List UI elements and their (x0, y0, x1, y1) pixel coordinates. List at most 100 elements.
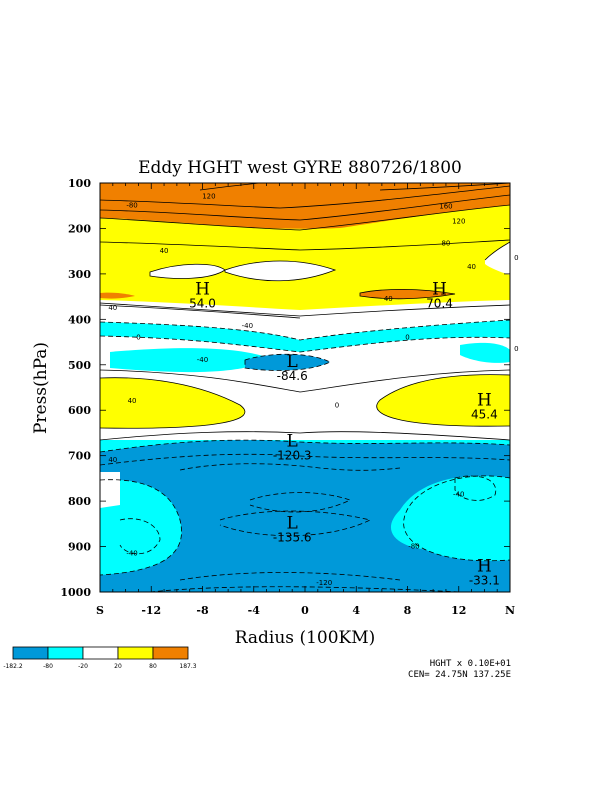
x-tick-labels: S -12 -8 -4 0 4 8 12 N (96, 604, 515, 617)
y-tick-label: 300 (68, 268, 91, 281)
extremum-symbol: H (477, 557, 492, 577)
colorbar: -182.2 -80 -20 20 80 187.3 (3, 646, 197, 670)
contour-line-negative (454, 475, 497, 501)
contour-line (224, 260, 337, 282)
contour-label: 40 (467, 263, 476, 271)
contour-line-negative (100, 335, 510, 353)
contour-label: -40 (453, 490, 464, 498)
colorbar-label: -182.2 (3, 663, 23, 670)
chart-title: Eddy HGHT west GYRE 880726/1800 (138, 158, 462, 178)
colorbar-label: 187.3 (179, 663, 196, 670)
contour-line (100, 239, 510, 251)
contour-line (100, 194, 510, 221)
colorbar-label: 80 (149, 663, 157, 670)
extremum-symbol: H (477, 391, 492, 411)
contour-band (360, 289, 455, 299)
extrema-markers: H54.0H70.4L-84.6H45.4L-120.3L-135.6H-33.… (189, 279, 500, 587)
contour-label: -40 (197, 356, 208, 364)
y-tick-label: 900 (68, 541, 91, 554)
contour-line (376, 374, 510, 427)
contour-band (100, 479, 182, 575)
contour-label: -80 (408, 543, 419, 551)
contour-label: 40 (160, 247, 169, 255)
center-info: CEN= 24.75N 137.25E (408, 670, 511, 680)
contour-label: 120 (202, 193, 215, 201)
contour-label: 40 (128, 397, 137, 405)
colorbar-label: -80 (43, 663, 53, 670)
contour-lines (100, 183, 510, 592)
contour-line (100, 377, 246, 429)
y-tick-label: 100 (68, 177, 91, 190)
x-tick-label: 4 (352, 604, 360, 617)
extremum-value: 70.4 (426, 296, 453, 310)
colorbar-swatch (117, 646, 154, 660)
extremum-symbol: H (195, 279, 210, 299)
x-tick-label: -4 (248, 604, 261, 617)
contour-line-negative (219, 510, 372, 537)
y-tick-label: 200 (68, 222, 91, 235)
extremum-symbol: L (287, 513, 298, 533)
y-tick-labels: 100 200 300 400 500 600 700 800 900 1000 (60, 177, 91, 599)
colorbar-swatch (47, 646, 84, 660)
y-tick-label: 700 (68, 450, 91, 463)
contour-label: 40 (384, 295, 393, 303)
contour-label: -120 (316, 579, 332, 587)
contour-fill (100, 183, 510, 592)
contour-label: 0 (514, 254, 518, 262)
contour-line (100, 304, 301, 319)
x-tick-label: -8 (196, 604, 209, 617)
contour-band (150, 264, 225, 279)
contour-band (100, 377, 245, 429)
contour-label: 80 (441, 239, 450, 247)
contour-label: 40 (108, 304, 117, 312)
contour-line (359, 288, 456, 300)
extremum-symbol: L (287, 432, 298, 452)
contour-line-negative (403, 475, 510, 562)
contour-label: -80 (126, 202, 137, 210)
contour-band (225, 261, 335, 281)
y-tick-label: 600 (68, 404, 91, 417)
contour-line-negative (244, 353, 331, 371)
colorbar-swatch (152, 646, 189, 660)
contour-line (100, 185, 510, 209)
contour-label: 160 (439, 203, 452, 211)
contour-band (245, 354, 330, 371)
contour-band (110, 348, 270, 373)
contour-label: 40 (108, 456, 117, 464)
x-tick-label: 0 (301, 604, 309, 617)
x-tick-label: 8 (404, 604, 412, 617)
colorbar-swatch (82, 646, 119, 660)
contour-line-negative (100, 319, 510, 341)
y-tick-label: 500 (68, 359, 91, 372)
contour-label: 0 (335, 402, 339, 410)
extremum-value: -33.1 (469, 574, 500, 588)
extremum-value: 54.0 (189, 296, 216, 310)
contour-band (100, 440, 510, 592)
contour-line (100, 204, 510, 231)
y-axis-label: Press(hPa) (31, 342, 51, 434)
y-tick-label: 1000 (60, 586, 91, 599)
extremum-value: -84.6 (277, 369, 308, 383)
x-tick-label: 12 (451, 604, 466, 617)
contour-label: -40 (242, 322, 253, 330)
contour-line (100, 302, 510, 317)
extremum-value: -135.6 (273, 530, 312, 544)
contour-line (100, 369, 510, 393)
contour-line-negative (100, 453, 510, 466)
x-tick-label: -12 (141, 604, 161, 617)
scale-info: HGHT x 0.10E+01 (430, 659, 511, 669)
contour-band (100, 320, 510, 352)
contour-label: 120 (452, 218, 465, 226)
contour-line-negative (100, 479, 182, 576)
colorbar-label: 20 (114, 663, 122, 670)
extremum-value: -120.3 (273, 449, 312, 463)
contour-band (376, 374, 510, 427)
contour-line-negative (100, 439, 510, 453)
contour-line (100, 431, 510, 441)
contour-band (100, 292, 135, 299)
contour-line (484, 241, 510, 261)
extremum-value: 45.4 (471, 408, 498, 422)
contour-label: -40 (126, 549, 137, 557)
